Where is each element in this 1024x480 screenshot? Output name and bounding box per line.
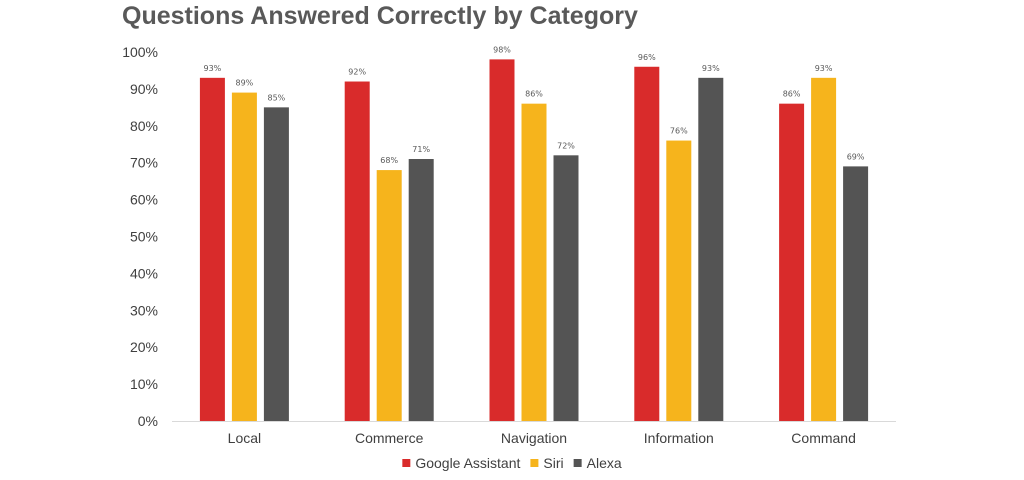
y-tick-label-10: 10% (130, 376, 158, 392)
bar-command-alexa (843, 166, 869, 421)
legend: Google Assistant Siri Alexa (402, 455, 622, 471)
x-tick-label-navigation: Navigation (501, 430, 567, 446)
data-label-command-alexa: 69% (847, 152, 865, 161)
bar-navigation-alexa (553, 155, 579, 421)
y-tick-label-70: 70% (130, 155, 158, 171)
y-tick-label-40: 40% (130, 265, 158, 281)
data-label-local-google-assistant: 93% (204, 64, 222, 73)
legend-swatch-siri (530, 459, 539, 467)
legend-label-siri: Siri (543, 455, 563, 471)
data-label-command-google-assistant: 86% (783, 90, 801, 99)
y-axis: 0% 10% 20% 30% 40% 50% 60% 70% 80% 90% 100% (122, 44, 158, 429)
data-label-information-alexa: 93% (702, 64, 720, 73)
data-label-navigation-google-assistant: 98% (493, 45, 511, 54)
legend-swatch-google-assistant (402, 459, 411, 467)
bar-information-alexa (698, 77, 724, 421)
data-label-command-siri: 93% (815, 64, 833, 73)
bar-information-siri (666, 140, 692, 421)
y-tick-label-90: 90% (130, 81, 158, 97)
data-label-local-alexa: 85% (268, 93, 286, 102)
bar-command-google-assistant (779, 103, 805, 421)
bars-group: 93% 89% 85% 92% 68% 71% 98% 86% 72% 96% 76% 93% 86% 9… (199, 45, 869, 422)
x-tick-label-command: Command (791, 430, 856, 446)
x-tick-label-information: Information (644, 430, 714, 446)
bar-local-siri (231, 92, 257, 421)
bar-local-google-assistant (199, 77, 225, 421)
chart-title: Questions Answered Correctly by Category (122, 2, 638, 30)
data-label-commerce-siri: 68% (380, 156, 398, 165)
bar-navigation-siri (521, 103, 547, 421)
data-label-navigation-alexa: 72% (557, 141, 575, 150)
data-label-information-google-assistant: 96% (638, 53, 656, 62)
bar-navigation-google-assistant (489, 59, 515, 421)
bar-commerce-siri (376, 170, 402, 421)
y-tick-label-50: 50% (130, 229, 158, 245)
bar-information-google-assistant (634, 66, 660, 421)
y-tick-label-20: 20% (130, 339, 158, 355)
legend-label-google-assistant: Google Assistant (415, 455, 520, 471)
legend-label-alexa: Alexa (587, 455, 622, 471)
bar-command-siri (811, 77, 837, 421)
y-tick-label-30: 30% (130, 302, 158, 318)
y-tick-label-60: 60% (130, 192, 158, 208)
data-label-commerce-google-assistant: 92% (348, 68, 366, 77)
y-tick-label-0: 0% (138, 413, 158, 429)
bar-commerce-alexa (408, 159, 434, 421)
bar-commerce-google-assistant (344, 81, 370, 422)
bar-local-alexa (263, 107, 289, 421)
x-tick-label-local: Local (228, 430, 261, 446)
data-label-commerce-alexa: 71% (412, 145, 430, 154)
data-label-navigation-siri: 86% (525, 90, 543, 99)
data-label-local-siri: 89% (236, 79, 254, 88)
legend-swatch-alexa (573, 459, 582, 467)
data-label-information-siri: 76% (670, 127, 688, 136)
y-tick-label-80: 80% (130, 118, 158, 134)
x-axis: Local Commerce Navigation Information Comman… (172, 421, 896, 446)
x-tick-label-commerce: Commerce (355, 430, 424, 446)
y-tick-label-100: 100% (122, 44, 158, 60)
